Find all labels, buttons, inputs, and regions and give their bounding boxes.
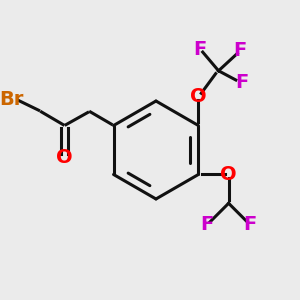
Text: O: O <box>190 87 207 106</box>
Text: F: F <box>200 215 214 234</box>
Text: O: O <box>56 148 73 167</box>
Text: F: F <box>193 40 206 59</box>
Text: F: F <box>244 215 257 234</box>
Text: F: F <box>233 41 247 60</box>
Text: F: F <box>235 73 248 92</box>
Text: O: O <box>220 165 237 184</box>
Text: Br: Br <box>0 90 23 109</box>
